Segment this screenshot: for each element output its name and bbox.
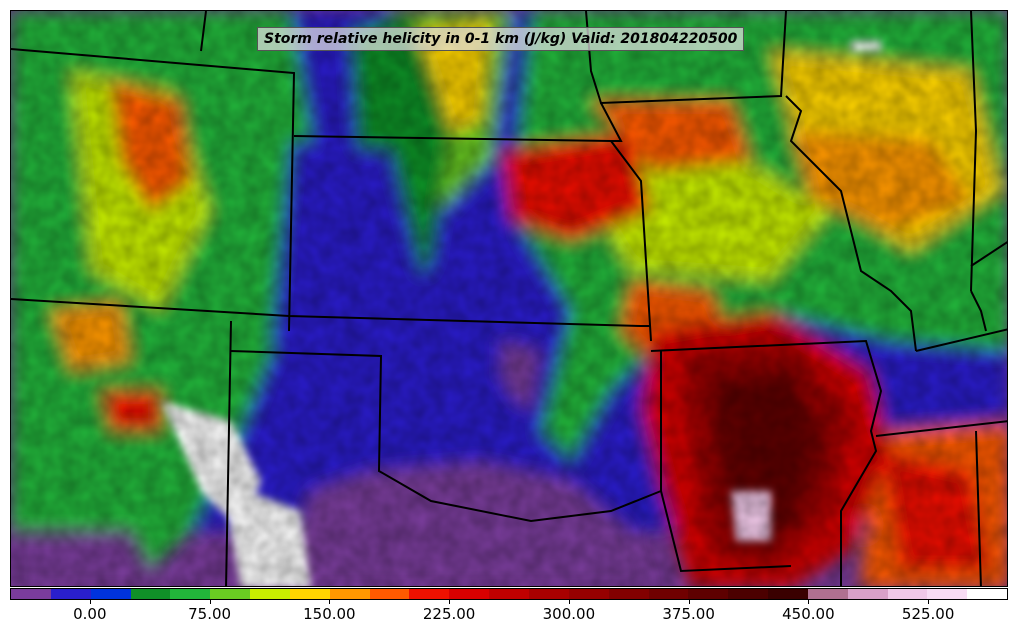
colorbar-segment bbox=[90, 589, 131, 599]
colorbar-segment bbox=[728, 589, 769, 599]
colorbar-segment bbox=[608, 589, 649, 599]
colorbar-segment bbox=[489, 589, 529, 599]
colorbar-segment bbox=[11, 589, 51, 599]
colorbar-tick-mark bbox=[928, 600, 930, 604]
colorbar-tick-label: 450.00 bbox=[782, 605, 835, 623]
colorbar-tick-mark bbox=[89, 600, 91, 604]
colorbar-tick-mark bbox=[568, 600, 570, 604]
colorbar-tick-mark bbox=[329, 600, 331, 604]
colorbar-tick-label: 525.00 bbox=[901, 605, 955, 623]
map-panel: Storm relative helicity in 0-1 km (J/kg)… bbox=[10, 10, 1008, 587]
colorbar-tick-label: 0.00 bbox=[73, 605, 107, 623]
colorbar-segment bbox=[967, 589, 1008, 599]
helicity-contours bbox=[11, 11, 1007, 586]
colorbar-segment bbox=[170, 589, 211, 599]
colorbar-segment bbox=[210, 589, 251, 599]
colorbar-segment bbox=[289, 589, 330, 599]
colorbar-segment bbox=[250, 589, 290, 599]
colorbar-tick-mark bbox=[688, 600, 690, 604]
colorbar-tick-label: 300.00 bbox=[542, 605, 596, 623]
colorbar-tick-mark bbox=[209, 600, 211, 604]
colorbar-tick-mark bbox=[449, 600, 451, 604]
colorbar-ticks: 0.00 75.00 150.00 225.00 300.00 375.00 450.00 5… bbox=[10, 600, 1008, 633]
colorbar-tick-label: 225.00 bbox=[422, 605, 476, 623]
colorbar bbox=[10, 588, 1008, 600]
colorbar-segment bbox=[807, 589, 848, 599]
helicity-field-map bbox=[11, 11, 1007, 586]
colorbar-segment bbox=[927, 589, 968, 599]
colorbar-segment bbox=[768, 589, 808, 599]
colorbar-segment bbox=[50, 589, 91, 599]
colorbar-segment bbox=[568, 589, 609, 599]
colorbar-segment bbox=[449, 589, 490, 599]
colorbar-segment bbox=[369, 589, 410, 599]
state-boundaries bbox=[11, 11, 1007, 586]
colorbar-segment bbox=[130, 589, 171, 599]
colorbar-segment bbox=[528, 589, 569, 599]
colorbar-segment bbox=[648, 589, 689, 599]
colorbar-segment bbox=[688, 589, 729, 599]
colorbar-segment bbox=[409, 589, 450, 599]
colorbar-segment bbox=[847, 589, 888, 599]
colorbar-tick-label: 75.00 bbox=[188, 605, 232, 623]
colorbar-segment bbox=[329, 589, 370, 599]
colorbar-tick-label: 150.00 bbox=[303, 605, 356, 623]
colorbar-segment bbox=[887, 589, 928, 599]
map-title: Storm relative helicity in 0-1 km (J/kg)… bbox=[257, 27, 745, 51]
colorbar-tick-label: 375.00 bbox=[662, 605, 715, 623]
colorbar-tick-mark bbox=[808, 600, 810, 604]
